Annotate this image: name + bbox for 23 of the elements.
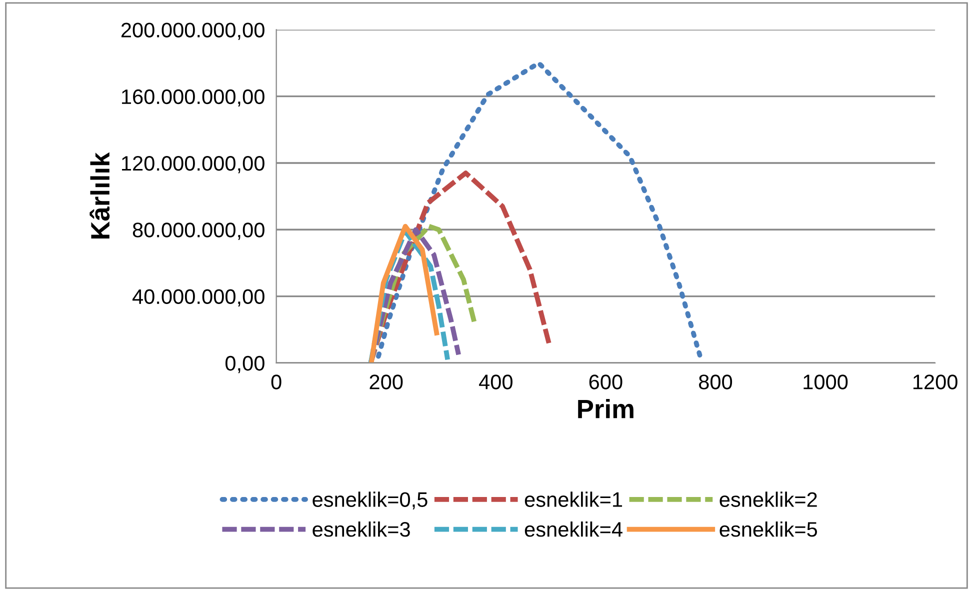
x-tick-label: 800: [699, 374, 732, 390]
y-tick-label: 120.000.000,00: [122, 156, 264, 174]
y-axis-title: Kârlılık: [90, 152, 110, 239]
y-tick-label: 160.000.000,00: [122, 89, 264, 107]
line-series: [376, 60, 703, 359]
x-tick-label: 200: [370, 374, 403, 390]
y-tick-label: 80.000.000,00: [132, 222, 264, 240]
x-axis-title: Prim: [578, 399, 634, 418]
legend-label: esneklik=1: [524, 492, 622, 507]
legend-label: esneklik=3: [312, 521, 410, 537]
legend-label: esneklik=2: [720, 492, 817, 507]
legend-label: esneklik=4: [524, 521, 622, 537]
x-tick-label: 400: [479, 374, 512, 390]
x-tick-label: 1200: [913, 374, 958, 390]
x-tick-label: 600: [589, 374, 622, 390]
x-tick-label: 0: [271, 374, 282, 390]
y-tick-label: 40.000.000,00: [132, 289, 264, 306]
line-series: [368, 224, 440, 363]
legend-label: esneklik=0,5: [312, 492, 428, 510]
legend-label: esneklik=5: [720, 521, 818, 537]
x-tick-label: 1000: [804, 374, 848, 390]
y-tick-label: 0,00: [225, 356, 264, 374]
y-tick-label: 200.000.000,00: [121, 22, 264, 40]
